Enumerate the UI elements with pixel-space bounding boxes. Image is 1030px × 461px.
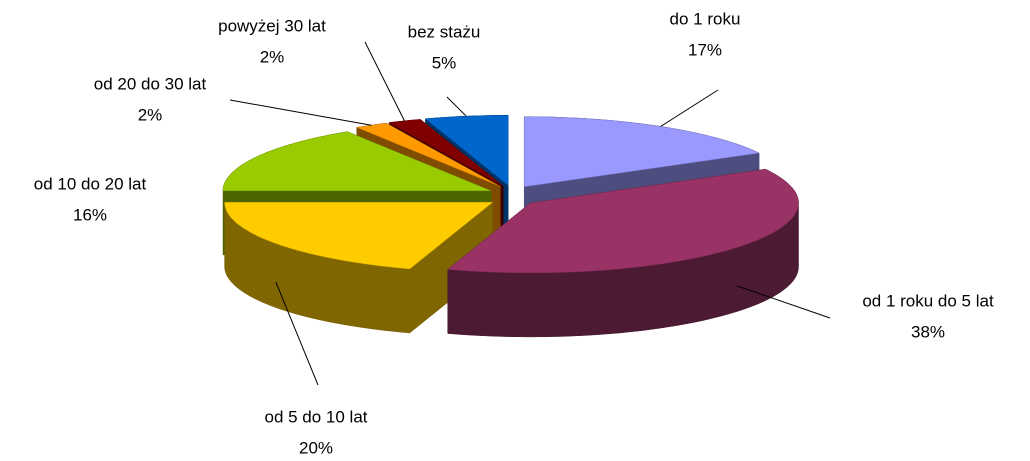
leader-line [736,285,831,319]
slice [222,131,492,192]
slice-value-label: 2% [260,47,285,66]
leader-line [275,281,319,386]
slice-label: od 5 do 10 lat [264,407,367,426]
leader-line [364,41,405,122]
slice-label: powyżej 30 lat [218,16,326,35]
slice-label: bez stażu [408,22,481,41]
slice-value-label: 5% [432,53,457,72]
slice-label: od 1 roku do 5 lat [862,291,994,310]
slice-label: od 10 do 20 lat [34,174,147,193]
slice-value-label: 16% [73,205,107,224]
slice [447,168,799,274]
leader-line [660,89,719,127]
slice-value-label: 38% [911,322,945,341]
slice-value-label: 17% [688,40,722,59]
slice-value-label: 2% [138,105,163,124]
slice-label: od 20 do 30 lat [94,74,207,93]
leader-line [446,96,467,117]
leader-line [229,99,372,126]
slice-label: do 1 roku [670,9,741,28]
slice-value-label: 20% [299,438,333,457]
slice [224,202,494,270]
